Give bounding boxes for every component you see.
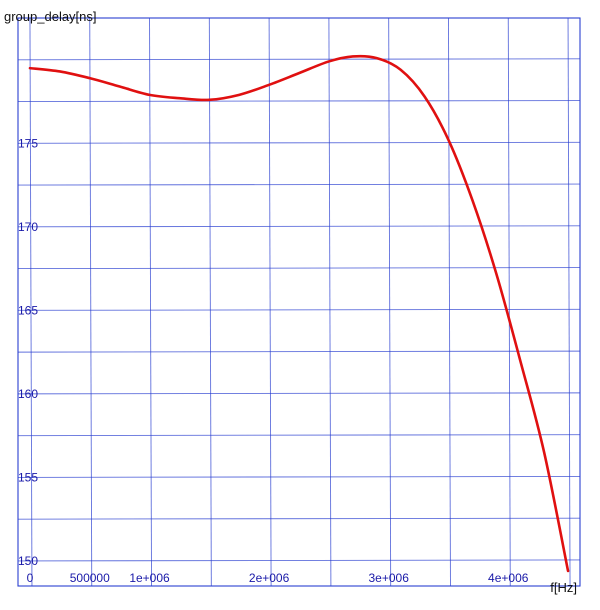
- y-gridline: [17, 100, 581, 102]
- x-gridline: [268, 17, 272, 587]
- x-tick-label: 1e+006: [129, 571, 170, 585]
- plot-border: [17, 17, 581, 587]
- y-axis-title: group_delay[ns]: [4, 9, 97, 24]
- y-gridline: [17, 141, 581, 144]
- x-gridline: [388, 17, 392, 587]
- x-gridline: [328, 17, 332, 587]
- y-gridline: [17, 183, 581, 186]
- y-gridline: [17, 350, 581, 353]
- tick-labels: 150 155 160 165 170 175 0 500000 1e+006 2e+006 3e+…: [18, 136, 529, 585]
- x-gridline: [567, 17, 571, 587]
- x-gridline: [89, 17, 93, 587]
- y-gridline: [17, 308, 581, 311]
- y-tick-label: 170: [18, 220, 38, 234]
- y-tick-label: 150: [18, 554, 38, 568]
- series-layer: [28, 54, 570, 573]
- x-tick-label: 0: [27, 571, 34, 585]
- x-tick-label: 4e+006: [488, 571, 529, 585]
- y-gridline: [17, 225, 581, 228]
- y-tick-label: 175: [18, 136, 38, 150]
- x-gridline: [149, 17, 152, 587]
- x-gridline: [29, 17, 33, 587]
- y-gridline: [17, 475, 581, 478]
- x-gridline: [507, 17, 511, 587]
- x-tick-label: 3e+006: [368, 571, 409, 585]
- x-tick-label: 2e+006: [249, 571, 290, 585]
- y-tick-label: 155: [18, 470, 38, 484]
- y-gridline: [17, 434, 581, 437]
- y-gridline: [17, 392, 581, 395]
- x-axis-title: f[Hz]: [550, 580, 577, 595]
- y-gridline: [17, 559, 581, 562]
- grid: [17, 17, 581, 587]
- y-gridline: [17, 267, 581, 270]
- x-tick-label: 500000: [70, 571, 110, 585]
- y-gridline: [17, 517, 581, 520]
- y-tick-label: 160: [18, 387, 38, 401]
- y-gridline: [17, 58, 581, 61]
- plot-frame: [17, 17, 581, 587]
- y-tick-label: 165: [18, 303, 38, 317]
- series-line-group-delay: [28, 54, 570, 573]
- x-gridline: [208, 17, 212, 587]
- x-gridline: [448, 17, 451, 587]
